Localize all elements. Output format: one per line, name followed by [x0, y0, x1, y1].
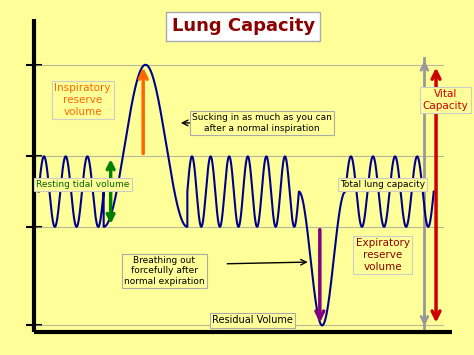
Text: Inspiratory
reserve
volume: Inspiratory reserve volume — [55, 83, 111, 116]
Text: Breathing out
forcefully after
normal expiration: Breathing out forcefully after normal ex… — [124, 256, 204, 286]
Text: Residual Volume: Residual Volume — [212, 315, 293, 325]
Text: Resting tidal volume: Resting tidal volume — [36, 180, 129, 189]
Text: Lung Capacity: Lung Capacity — [172, 17, 315, 35]
Text: Expiratory
reserve
volume: Expiratory reserve volume — [356, 239, 410, 272]
Text: Vital
Capacity: Vital Capacity — [422, 89, 468, 111]
Text: Total lung capacity: Total lung capacity — [340, 180, 425, 189]
Text: Sucking in as much as you can
after a normal inspiration: Sucking in as much as you can after a no… — [192, 113, 332, 133]
